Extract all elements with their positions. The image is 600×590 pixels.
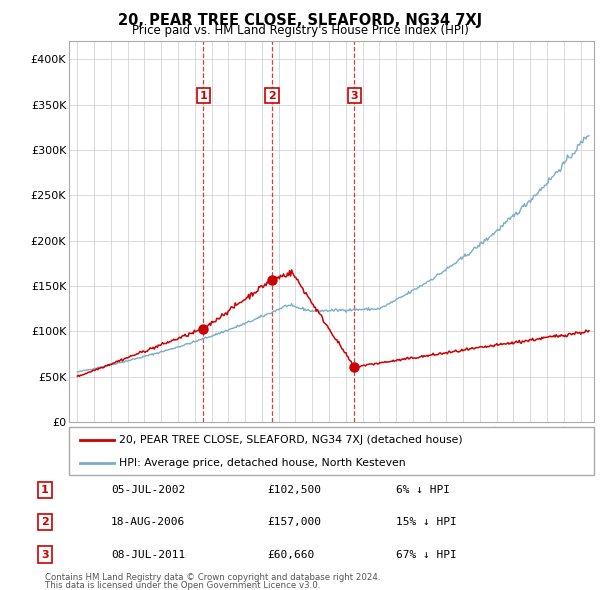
Text: 08-JUL-2011: 08-JUL-2011 bbox=[111, 550, 185, 559]
Text: 2: 2 bbox=[268, 91, 276, 101]
Text: 18-AUG-2006: 18-AUG-2006 bbox=[111, 517, 185, 527]
Text: 3: 3 bbox=[41, 550, 49, 559]
Text: £157,000: £157,000 bbox=[267, 517, 321, 527]
Text: 1: 1 bbox=[41, 485, 49, 494]
Text: 20, PEAR TREE CLOSE, SLEAFORD, NG34 7XJ (detached house): 20, PEAR TREE CLOSE, SLEAFORD, NG34 7XJ … bbox=[119, 435, 463, 445]
Text: 67% ↓ HPI: 67% ↓ HPI bbox=[396, 550, 457, 559]
Text: £102,500: £102,500 bbox=[267, 485, 321, 494]
Text: 3: 3 bbox=[350, 91, 358, 101]
FancyBboxPatch shape bbox=[69, 427, 594, 475]
Text: 15% ↓ HPI: 15% ↓ HPI bbox=[396, 517, 457, 527]
Text: Price paid vs. HM Land Registry's House Price Index (HPI): Price paid vs. HM Land Registry's House … bbox=[131, 24, 469, 37]
Text: 05-JUL-2002: 05-JUL-2002 bbox=[111, 485, 185, 494]
Text: HPI: Average price, detached house, North Kesteven: HPI: Average price, detached house, Nort… bbox=[119, 458, 406, 468]
Text: 2: 2 bbox=[41, 517, 49, 527]
Text: Contains HM Land Registry data © Crown copyright and database right 2024.: Contains HM Land Registry data © Crown c… bbox=[45, 572, 380, 582]
Text: 20, PEAR TREE CLOSE, SLEAFORD, NG34 7XJ: 20, PEAR TREE CLOSE, SLEAFORD, NG34 7XJ bbox=[118, 12, 482, 28]
Text: £60,660: £60,660 bbox=[267, 550, 314, 559]
Text: This data is licensed under the Open Government Licence v3.0.: This data is licensed under the Open Gov… bbox=[45, 581, 320, 590]
Text: 6% ↓ HPI: 6% ↓ HPI bbox=[396, 485, 450, 494]
Text: 1: 1 bbox=[199, 91, 207, 101]
